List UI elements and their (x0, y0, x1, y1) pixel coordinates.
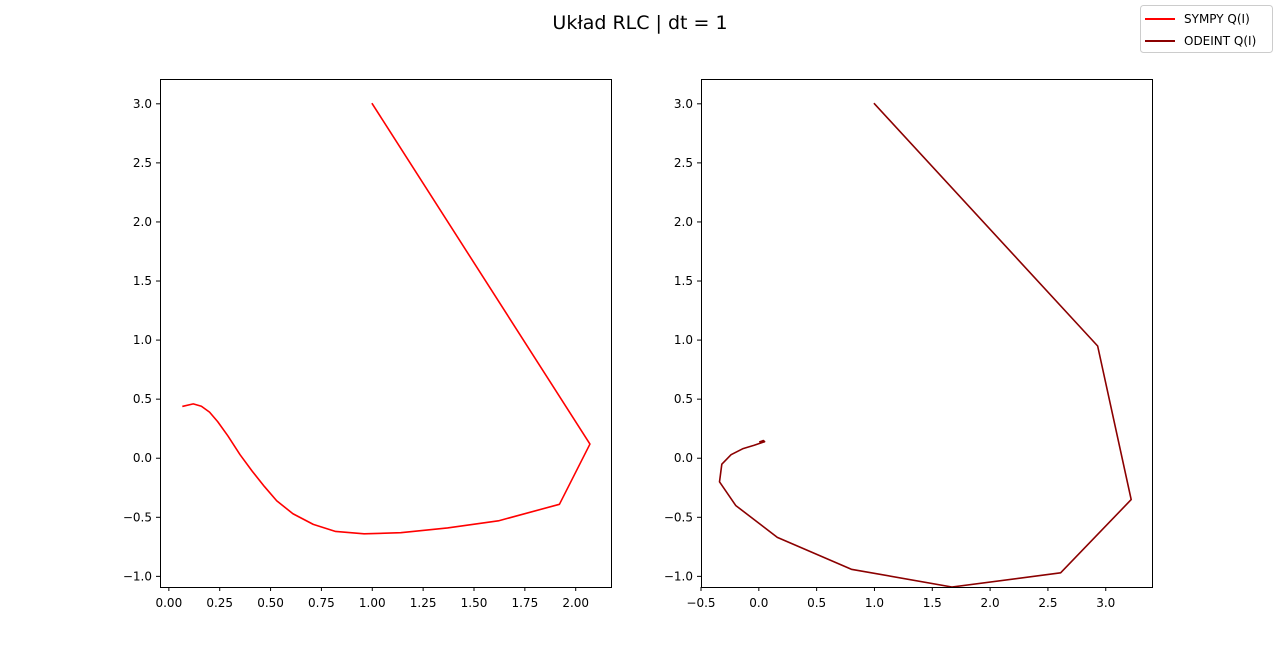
y-tick-label: 2.5 (133, 156, 152, 170)
left-axes: 0.00 0.25 0.50 0.75 1.00 1.25 1.50 1.75 2.00 −1.0… (123, 79, 612, 610)
y-tick-label: 0.5 (674, 392, 693, 406)
y-tick-label: 2.0 (133, 215, 152, 229)
axes-frame (160, 79, 612, 588)
y-tick-label: −0.5 (664, 510, 693, 524)
y-tick-label: 1.5 (674, 274, 693, 288)
x-tick-label: 2.00 (562, 596, 589, 610)
series-line-0-0 (182, 102, 591, 535)
x-tick-label: 1.50 (461, 596, 488, 610)
y-tick-label: −1.0 (664, 569, 693, 583)
y-tick-label: 1.0 (133, 333, 152, 347)
x-tick-label: 1.00 (359, 596, 386, 610)
x-tick-label: 0.0 (749, 596, 768, 610)
x-tick-label: 2.0 (981, 596, 1000, 610)
x-tick-label: 1.25 (410, 596, 437, 610)
x-tick-label: 0.5 (807, 596, 826, 610)
y-tick-label: 2.5 (674, 156, 693, 170)
y-tick-label: −1.0 (123, 569, 152, 583)
y-tick-label: 0.0 (133, 451, 152, 465)
x-tick-label: 0.75 (308, 596, 335, 610)
series-line-1-0 (718, 102, 1132, 587)
x-tick-label: 1.5 (923, 596, 942, 610)
legend-label-odeint: ODEINT Q(I) (1184, 34, 1256, 48)
x-tick-label: 1.75 (511, 596, 538, 610)
x-tick-label: 0.25 (206, 596, 233, 610)
x-tick-label: 0.00 (155, 596, 182, 610)
x-tick-label: 1.0 (865, 596, 884, 610)
y-tick-label: 2.0 (674, 215, 693, 229)
figure-suptitle: Układ RLC | dt = 1 (552, 12, 727, 34)
y-tick-label: 3.0 (674, 97, 693, 111)
y-tick-label: −0.5 (123, 510, 152, 524)
x-tick-label: 2.5 (1038, 596, 1057, 610)
y-tick-label: 1.0 (674, 333, 693, 347)
y-tick-label: 0.0 (674, 451, 693, 465)
figure-legend: SYMPY Q(I) ODEINT Q(I) (1140, 5, 1273, 53)
y-tick-label: 0.5 (133, 392, 152, 406)
y-tick-label: 1.5 (133, 274, 152, 288)
right-axes: −0.5 0.0 0.5 1.0 1.5 2.0 2.5 3.0 −1.0 −0.5 0.0 0.5 1… (664, 79, 1153, 610)
legend-label-sympy: SYMPY Q(I) (1184, 12, 1250, 26)
x-tick-label: 0.50 (257, 596, 284, 610)
axes-frame (701, 79, 1153, 588)
x-tick-label: 3.0 (1096, 596, 1115, 610)
y-tick-label: 3.0 (133, 97, 152, 111)
x-tick-label: −0.5 (686, 596, 715, 610)
